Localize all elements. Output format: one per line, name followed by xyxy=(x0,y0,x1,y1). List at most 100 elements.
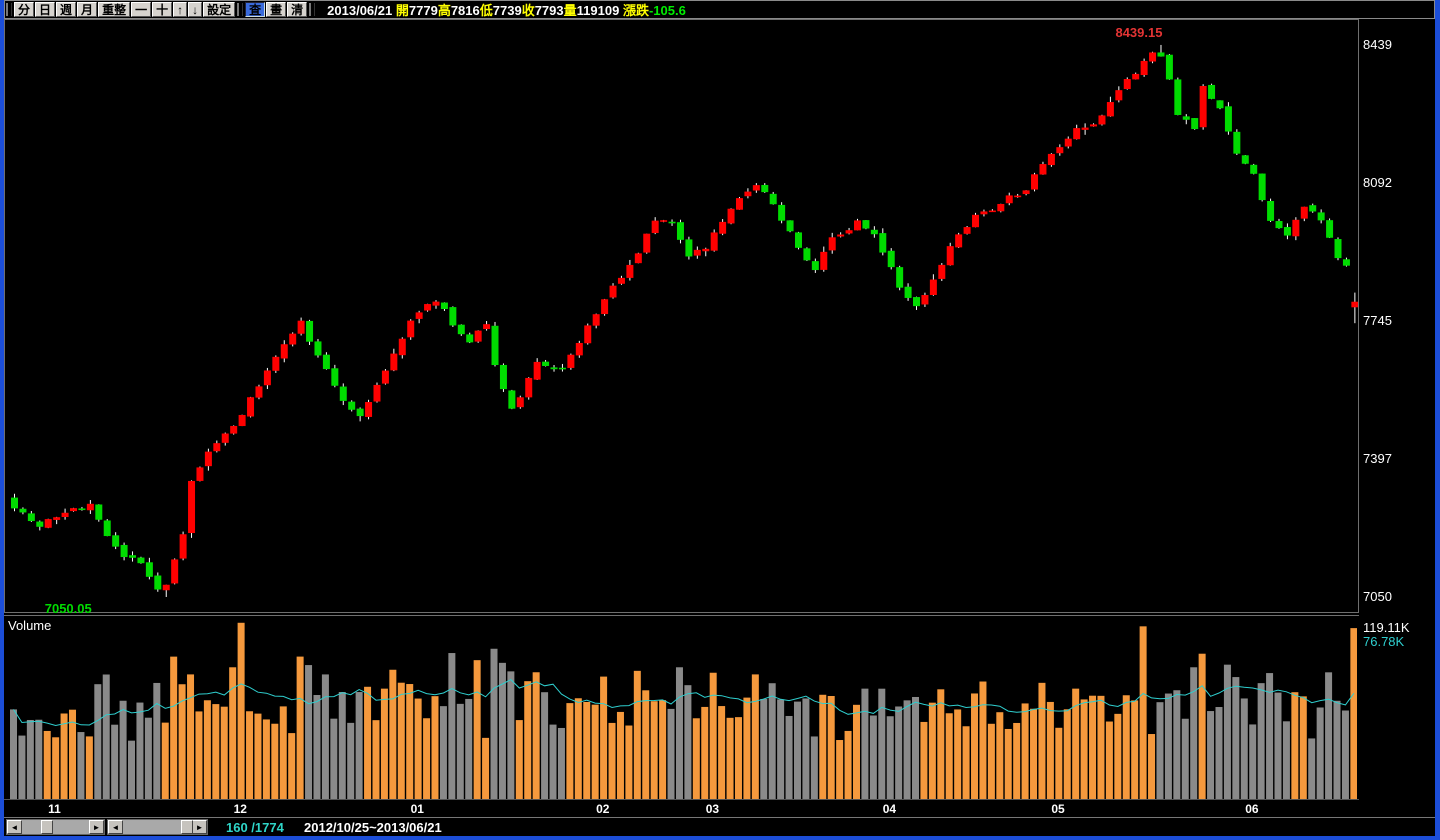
scrollbar-track[interactable] xyxy=(123,820,193,834)
candle-body xyxy=(938,264,946,279)
time-axis: 11 12 01 02 03 04 05 06 xyxy=(4,799,1359,817)
volume-bar xyxy=(321,674,329,799)
candle-body xyxy=(440,302,448,309)
h-scrollbar-1[interactable]: ◄ ► xyxy=(6,819,105,835)
volume-bar xyxy=(338,692,346,799)
volume-bar xyxy=(667,708,675,799)
scrollbar-track[interactable] xyxy=(22,820,89,834)
toolbar-grip xyxy=(6,3,12,16)
candle-body xyxy=(1031,174,1039,190)
toolbar-button-scroll-up[interactable]: ↑ xyxy=(173,1,188,17)
candle-body xyxy=(179,534,187,559)
candle-body xyxy=(70,508,78,512)
candle-body xyxy=(693,249,701,256)
candle-body xyxy=(466,334,474,343)
volume-bar xyxy=(760,698,768,799)
volume-bar xyxy=(389,669,397,799)
volume-bar xyxy=(785,715,793,799)
candle-body xyxy=(1275,221,1283,229)
candle-body xyxy=(1132,73,1140,80)
candle-body xyxy=(1081,127,1089,130)
toolbar-button-settings[interactable]: 設定 xyxy=(203,1,236,17)
toolbar-button-clear[interactable]: 清 xyxy=(287,1,308,17)
volume-bar xyxy=(102,674,110,799)
volume-bar xyxy=(246,711,254,799)
volume-bar xyxy=(77,732,85,799)
volume-bar xyxy=(524,681,532,799)
change-label: 漲跌 xyxy=(622,3,649,18)
volume-bar xyxy=(718,706,726,799)
volume-bar xyxy=(423,718,431,799)
price-axis-label: 7050 xyxy=(1363,589,1392,604)
volume-bar xyxy=(1232,677,1240,799)
candle-body xyxy=(381,370,389,384)
toolbar-button-refresh[interactable]: 重整 xyxy=(98,1,131,17)
scrollbar-thumb[interactable] xyxy=(40,820,53,834)
toolbar-button-month[interactable]: 月 xyxy=(77,1,98,17)
candle-body xyxy=(651,220,659,234)
volume-bar xyxy=(490,648,498,799)
toolbar-button-day[interactable]: 日 xyxy=(35,1,56,17)
price-axis-label: 7745 xyxy=(1363,312,1392,328)
candle-body xyxy=(1300,206,1308,219)
toolbar-button-draw[interactable]: 畫 xyxy=(266,1,287,17)
volume-bar xyxy=(1223,664,1231,799)
toolbar-button-minute[interactable]: 分 xyxy=(14,1,35,17)
toolbar-button-zoom-in[interactable]: 十 xyxy=(152,1,173,17)
volume-chart[interactable]: Volume xyxy=(4,615,1359,799)
candle-body xyxy=(668,221,676,224)
volume-bar xyxy=(43,730,51,799)
volume-bar xyxy=(608,722,616,799)
scroll-left-button[interactable]: ◄ xyxy=(108,820,123,834)
candle-body xyxy=(558,367,566,370)
candle-body xyxy=(1115,90,1123,101)
volume-bar xyxy=(1266,673,1274,799)
toolbar-button-week[interactable]: 週 xyxy=(56,1,77,17)
volume-bar xyxy=(439,706,447,799)
candle-body xyxy=(221,433,229,443)
volume-bar xyxy=(1173,690,1181,799)
volume-bar xyxy=(1257,683,1265,799)
volume-bar xyxy=(1325,672,1333,799)
toolbar-button-zoom-out[interactable]: 一 xyxy=(131,1,152,17)
volume-bar xyxy=(1207,711,1215,799)
quote-field-value: 119109 xyxy=(576,3,620,18)
volume-bar xyxy=(819,694,827,799)
h-scrollbar-2[interactable]: ◄ ► xyxy=(107,819,208,835)
candle-body xyxy=(196,467,204,481)
volume-bar xyxy=(279,706,287,799)
candle-body xyxy=(483,324,491,330)
volume-bar xyxy=(414,698,422,799)
scroll-right-button[interactable]: ► xyxy=(89,820,104,834)
volume-bar xyxy=(305,665,313,799)
volume-bar xyxy=(170,656,178,799)
candle-body xyxy=(1309,205,1317,212)
toolbar-button-scroll-down[interactable]: ↓ xyxy=(188,1,203,17)
scroll-right-button[interactable]: ► xyxy=(192,820,207,834)
volume-bar xyxy=(271,723,279,799)
volume-bar xyxy=(355,692,363,799)
candle-body xyxy=(660,220,668,222)
candle-body xyxy=(1123,79,1131,90)
volume-bar xyxy=(1139,626,1147,799)
candle-body xyxy=(1241,155,1249,164)
candle-body xyxy=(761,184,769,193)
volume-bar xyxy=(1063,709,1071,799)
scrollbar-thumb[interactable] xyxy=(180,820,193,834)
candle-body xyxy=(280,344,288,359)
volume-bar xyxy=(1164,693,1172,799)
candle-body xyxy=(1106,102,1114,117)
candle-body xyxy=(1064,138,1072,147)
price-axis-label: 8439 xyxy=(1363,37,1392,52)
month-label: 06 xyxy=(1245,802,1259,816)
month-label: 12 xyxy=(233,802,247,816)
candlestick-chart[interactable]: 8439.15 7050.05 xyxy=(4,19,1359,616)
scroll-left-button[interactable]: ◄ xyxy=(7,820,22,834)
volume-bar xyxy=(675,667,683,799)
candle-body xyxy=(879,233,887,253)
volume-bar xyxy=(1299,696,1307,799)
toolbar-button-query[interactable]: 査 xyxy=(245,1,266,17)
candle-body xyxy=(1047,153,1055,166)
candle-body xyxy=(356,408,364,417)
